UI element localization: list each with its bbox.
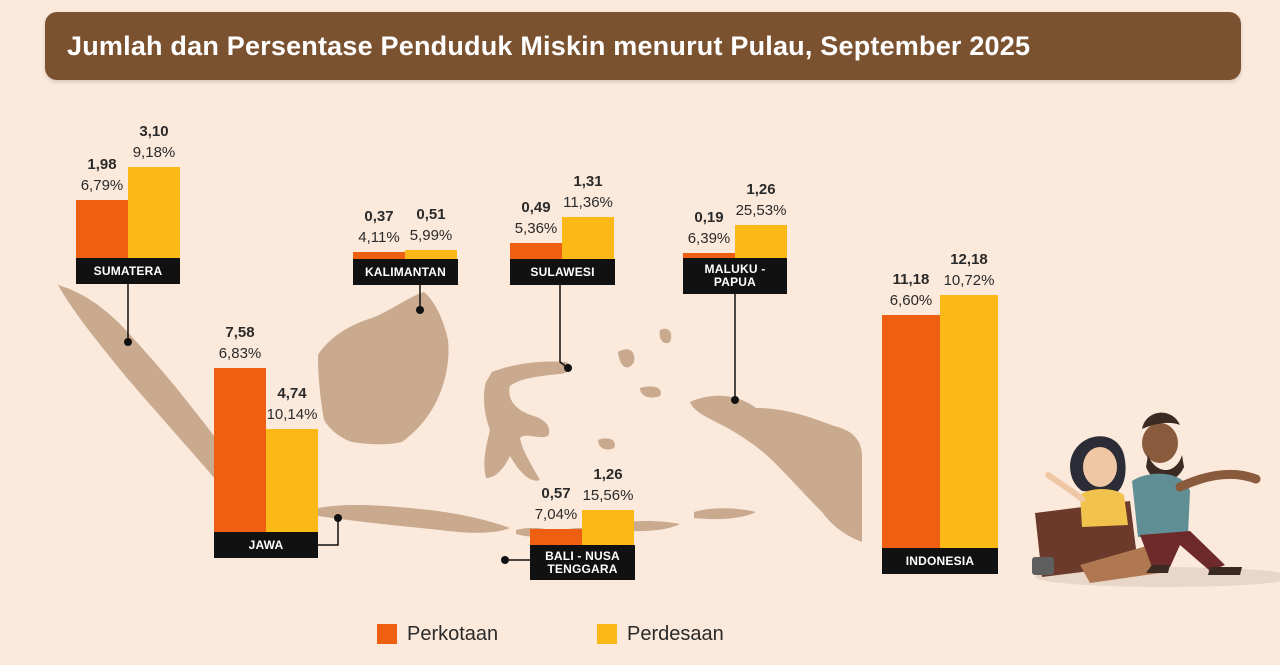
title-bar: Jumlah dan Persentase Penduduk Miskin me… (45, 12, 1241, 80)
value-percent-perkotaan-bali-nusa-tenggara: 7,04% (534, 506, 578, 524)
legend-item-perdesaan: Perdesaan (597, 619, 724, 649)
region-label-bali-nusa-tenggara: BALI - NUSA TENGGARA (530, 545, 635, 580)
value-number-perkotaan-jawa: 7,58 (225, 323, 255, 341)
value-number-perkotaan-kalimantan: 0,37 (364, 208, 394, 226)
bar-perkotaan-indonesia (882, 315, 940, 548)
connector-dot-sumatera (124, 338, 132, 346)
value-number-perdesaan-maluku-papua: 1,26 (746, 180, 776, 198)
region-label-kalimantan: KALIMANTAN (353, 259, 458, 285)
connector-dot-maluku-papua (731, 396, 739, 404)
bar-perkotaan-sumatera (76, 199, 128, 258)
bar-perdesaan-bali-nusa-tenggara (582, 509, 634, 545)
value-number-perkotaan-indonesia: 11,18 (892, 271, 930, 289)
region-label-sumatera: SUMATERA (76, 258, 180, 284)
legend-label-perkotaan: Perkotaan (407, 622, 499, 645)
region-label-sulawesi: SULAWESI (510, 259, 615, 285)
map-jawa (318, 504, 510, 533)
value-percent-perkotaan-jawa: 6,83% (218, 344, 262, 362)
people-illustration (1032, 412, 1280, 587)
bar-perdesaan-sulawesi (562, 217, 614, 259)
value-percent-perkotaan-maluku-papua: 6,39% (687, 229, 731, 247)
legend-swatch-perdesaan (597, 624, 617, 644)
region-label-indonesia: INDONESIA (882, 548, 998, 574)
map-sumatera (58, 285, 254, 509)
bar-perdesaan-kalimantan (405, 250, 457, 259)
value-label-perkotaan-sumatera: 1,98 6,79% (62, 154, 142, 196)
value-number-perdesaan-indonesia: 12,18 (950, 250, 988, 268)
value-number-perdesaan-jawa: 4,74 (277, 385, 307, 403)
region-label-jawa: JAWA (214, 532, 318, 558)
value-percent-perdesaan-sumatera: 9,18% (132, 143, 176, 161)
value-label-perdesaan-maluku-papua: 1,26 25,53% (721, 179, 801, 221)
chart-title: Jumlah dan Persentase Penduduk Miskin me… (67, 31, 1031, 61)
legend: Perkotaan Perdesaan (377, 619, 797, 649)
value-percent-perkotaan-sumatera: 6,79% (80, 176, 124, 194)
value-label-perdesaan-sulawesi: 1,31 11,36% (548, 171, 628, 213)
bar-perkotaan-kalimantan (353, 252, 405, 259)
value-percent-perkotaan-indonesia: 6,60% (889, 292, 933, 310)
connector-jawa (318, 518, 339, 546)
value-label-perdesaan-kalimantan: 0,51 5,99% (391, 204, 471, 246)
legend-swatch-perkotaan (377, 624, 397, 644)
legend-label-perdesaan: Perdesaan (627, 622, 724, 645)
value-number-perkotaan-bali-nusa-tenggara: 0,57 (541, 485, 571, 503)
connector-dot-sulawesi (564, 364, 572, 372)
value-percent-perdesaan-jawa: 10,14% (266, 406, 318, 424)
bar-perdesaan-indonesia (940, 294, 998, 548)
map-papua (690, 395, 862, 542)
region-label-maluku-papua: MALUKU - PAPUA (683, 258, 787, 294)
value-label-perkotaan-jawa: 7,58 6,83% (200, 322, 280, 364)
bar-perdesaan-maluku-papua (735, 224, 787, 258)
value-label-perkotaan-sulawesi: 0,49 5,36% (496, 197, 576, 239)
bar-perkotaan-jawa (214, 367, 266, 532)
value-number-perdesaan-sumatera: 3,10 (139, 122, 169, 140)
value-number-perkotaan-sulawesi: 0,49 (521, 199, 551, 217)
value-label-perkotaan-kalimantan: 0,37 4,11% (339, 206, 419, 248)
connector-dot-jawa (334, 514, 342, 522)
value-label-perdesaan-sumatera: 3,10 9,18% (114, 121, 194, 163)
value-percent-perkotaan-sulawesi: 5,36% (514, 220, 558, 238)
bar-perkotaan-bali-nusa-tenggara (530, 529, 582, 545)
map-sulawesi (483, 361, 572, 481)
connector-sulawesi (559, 285, 569, 369)
bar-perdesaan-jawa (266, 429, 318, 532)
map-kalimantan (318, 292, 449, 445)
bar-perdesaan-sumatera (128, 166, 180, 258)
value-label-perkotaan-bali-nusa-tenggara: 0,57 7,04% (516, 483, 596, 525)
value-percent-perdesaan-sulawesi: 11,36% (563, 194, 613, 212)
value-percent-perdesaan-maluku-papua: 25,53% (735, 201, 787, 219)
connector-dot-bali-nusa-tenggara (501, 556, 509, 564)
value-number-perdesaan-kalimantan: 0,51 (416, 206, 446, 224)
value-percent-perdesaan-bali-nusa-tenggara: 15,56% (582, 486, 634, 504)
connector-dot-kalimantan (416, 306, 424, 314)
value-label-perdesaan-bali-nusa-tenggara: 1,26 15,56% (568, 464, 648, 506)
value-number-perkotaan-sumatera: 1,98 (87, 155, 117, 173)
value-label-perkotaan-indonesia: 11,18 6,60% (871, 269, 951, 311)
value-label-perdesaan-indonesia: 12,18 10,72% (929, 249, 1009, 291)
bar-perkotaan-maluku-papua (683, 252, 735, 258)
value-number-perdesaan-bali-nusa-tenggara: 1,26 (593, 465, 623, 483)
value-number-perkotaan-maluku-papua: 0,19 (694, 208, 724, 226)
value-label-perdesaan-jawa: 4,74 10,14% (252, 383, 332, 425)
value-percent-perdesaan-kalimantan: 5,99% (409, 227, 453, 245)
value-label-perkotaan-maluku-papua: 0,19 6,39% (669, 207, 749, 249)
value-number-perdesaan-sulawesi: 1,31 (573, 173, 603, 191)
bar-perkotaan-sulawesi (510, 243, 562, 259)
legend-item-perkotaan: Perkotaan (377, 619, 498, 649)
value-percent-perdesaan-indonesia: 10,72% (943, 271, 995, 289)
map-maluku (598, 328, 672, 450)
value-percent-perkotaan-kalimantan: 4,11% (358, 229, 400, 247)
